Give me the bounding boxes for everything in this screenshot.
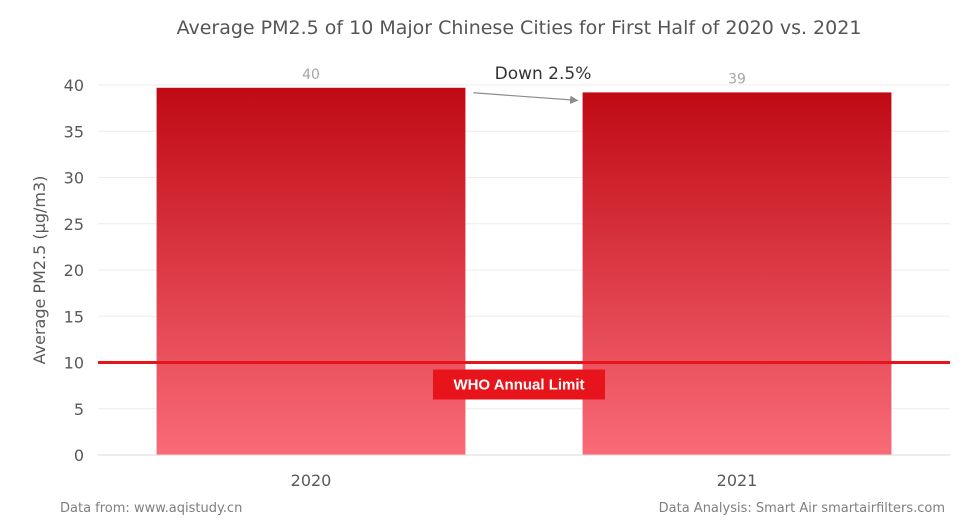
- bar-2020: [156, 87, 466, 456]
- y-tick-label: 15: [64, 307, 84, 326]
- data-label-2021: 39: [728, 71, 746, 87]
- x-category-label: 2021: [717, 471, 758, 490]
- data-labels: 40 39: [302, 67, 746, 88]
- y-tick-label: 5: [74, 400, 84, 419]
- y-axis-label: Average PM2.5 (μg/m3): [30, 176, 49, 365]
- chart-title: Average PM2.5 of 10 Major Chinese Cities…: [177, 17, 862, 39]
- x-axis-categories: 2020 2021: [291, 471, 758, 490]
- y-tick-label: 20: [64, 261, 84, 280]
- bar-2021: [582, 92, 892, 456]
- credit-note: Data Analysis: Smart Air smartairfilters…: [659, 501, 945, 516]
- data-label-2020: 40: [302, 67, 320, 83]
- y-tick-label: 30: [64, 169, 84, 188]
- source-note: Data from: www.aqistudy.cn: [60, 501, 242, 516]
- who-limit-label-box: [433, 369, 605, 400]
- y-axis-ticks: 0 5 10 15 20 25 30 35 40: [64, 76, 84, 465]
- x-category-label: 2020: [291, 471, 332, 490]
- y-tick-label: 35: [64, 122, 84, 141]
- y-tick-label: 25: [64, 215, 84, 234]
- y-tick-label: 0: [74, 446, 84, 465]
- who-limit-label: WHO Annual Limit: [453, 377, 584, 394]
- change-annotation: Down 2.5%: [495, 64, 592, 84]
- bars: [156, 87, 892, 456]
- change-arrow: [473, 92, 579, 105]
- y-tick-label: 40: [64, 76, 84, 95]
- y-tick-label: 10: [64, 354, 84, 373]
